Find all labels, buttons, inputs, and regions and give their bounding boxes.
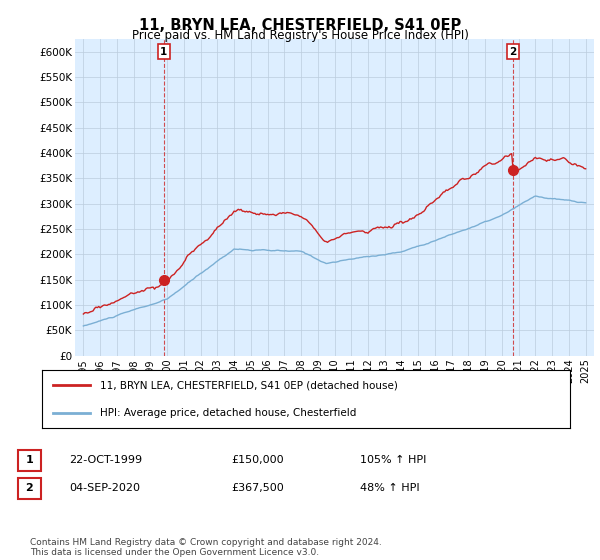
Text: 2: 2 (26, 483, 33, 493)
Text: 1: 1 (26, 455, 33, 465)
Text: 04-SEP-2020: 04-SEP-2020 (69, 483, 140, 493)
Text: 11, BRYN LEA, CHESTERFIELD, S41 0EP (detached house): 11, BRYN LEA, CHESTERFIELD, S41 0EP (det… (100, 380, 398, 390)
Text: 48% ↑ HPI: 48% ↑ HPI (360, 483, 419, 493)
Text: 22-OCT-1999: 22-OCT-1999 (69, 455, 142, 465)
Text: 105% ↑ HPI: 105% ↑ HPI (360, 455, 427, 465)
Text: Price paid vs. HM Land Registry's House Price Index (HPI): Price paid vs. HM Land Registry's House … (131, 29, 469, 42)
Text: 11, BRYN LEA, CHESTERFIELD, S41 0EP: 11, BRYN LEA, CHESTERFIELD, S41 0EP (139, 18, 461, 33)
Text: 1: 1 (160, 47, 167, 57)
Text: £150,000: £150,000 (231, 455, 284, 465)
Text: Contains HM Land Registry data © Crown copyright and database right 2024.
This d: Contains HM Land Registry data © Crown c… (30, 538, 382, 557)
Text: HPI: Average price, detached house, Chesterfield: HPI: Average price, detached house, Ches… (100, 408, 356, 418)
Text: £367,500: £367,500 (231, 483, 284, 493)
Text: 2: 2 (509, 47, 517, 57)
